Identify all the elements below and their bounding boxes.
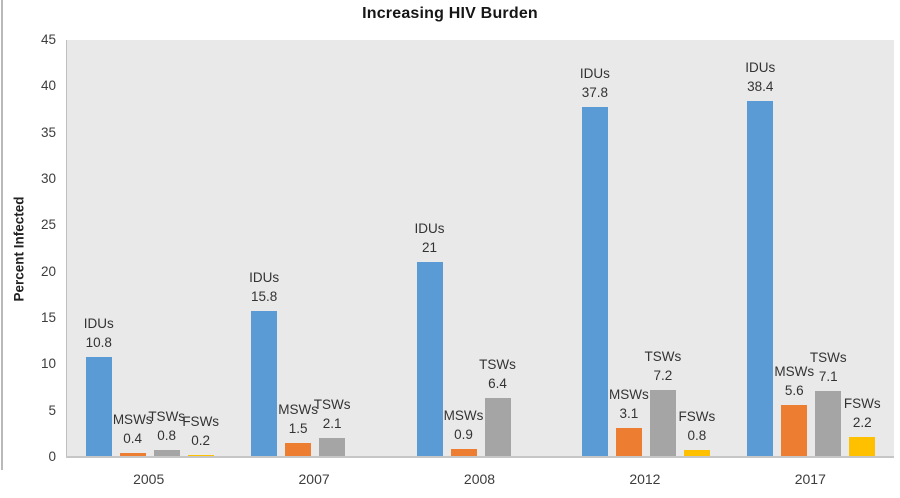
data-label-idus-2008: IDUs 21 bbox=[397, 219, 463, 257]
bar-msws-2012 bbox=[615, 428, 642, 457]
x-axis-line bbox=[66, 456, 894, 458]
data-label-series-name: IDUs bbox=[579, 65, 610, 81]
data-label-tsws-2005: TSWs 0.8 bbox=[134, 407, 200, 445]
y-axis-ticks: 0 5 10 15 20 25 30 35 40 45 bbox=[0, 33, 56, 464]
bar-idus-2017 bbox=[747, 101, 774, 457]
data-label-value: 1.5 bbox=[288, 421, 308, 437]
data-label-msws-2008: MSWs 0.9 bbox=[431, 406, 497, 444]
bar-msws-2005 bbox=[119, 453, 146, 457]
data-label-value: 6.4 bbox=[488, 375, 507, 391]
data-label-value: 7.1 bbox=[818, 369, 838, 385]
data-label-series-name: IDUs bbox=[745, 60, 776, 76]
x-axis-label: 2017 bbox=[794, 471, 826, 487]
data-label-tsws-2017: TSWs 7.1 bbox=[795, 348, 861, 386]
data-label-fsws-2012: FSWs 0.8 bbox=[664, 407, 730, 445]
data-label-msws-2017: MSWs 5.6 bbox=[761, 362, 827, 400]
data-label-value: 0.2 bbox=[191, 433, 211, 449]
data-label-value: 38.4 bbox=[747, 79, 774, 95]
data-label-value: 0.4 bbox=[123, 431, 143, 447]
y-tick-label: 0 bbox=[48, 449, 56, 464]
bar-tsws-2008 bbox=[484, 397, 511, 457]
data-label-idus-2005: IDUs 10.8 bbox=[66, 314, 132, 352]
x-axis-label: 2007 bbox=[298, 471, 330, 487]
bar-msws-2008 bbox=[450, 448, 477, 457]
y-tick-label: 10 bbox=[40, 356, 56, 372]
data-label-tsws-2007: TSWs 2.1 bbox=[299, 395, 365, 433]
data-label-idus-2007: IDUs 15.8 bbox=[231, 268, 297, 306]
data-label-series-name: MSWs bbox=[774, 364, 815, 380]
data-label-series-name: TSWs bbox=[479, 356, 516, 372]
bar-msws-2007 bbox=[285, 443, 312, 457]
data-label-value: 37.8 bbox=[581, 84, 609, 100]
data-label-fsws-2005: FSWs 0.2 bbox=[168, 412, 234, 450]
data-label-value: 2.1 bbox=[322, 415, 342, 431]
data-label-series-name: FSWs bbox=[182, 414, 220, 430]
bar-idus-2012 bbox=[581, 106, 608, 457]
data-label-series-name: MSWs bbox=[609, 387, 649, 403]
data-label-value: 7.2 bbox=[653, 368, 673, 384]
data-label-series-name: MSWs bbox=[443, 407, 484, 423]
y-tick-label: 30 bbox=[40, 171, 56, 186]
data-label-msws-2007: MSWs 1.5 bbox=[265, 400, 331, 438]
data-label-series-name: TSWs bbox=[313, 396, 351, 412]
y-tick-label: 15 bbox=[40, 310, 56, 325]
data-label-series-name: MSWs bbox=[112, 412, 153, 428]
data-label-series-name: IDUs bbox=[83, 315, 114, 331]
x-axis-label: 2008 bbox=[463, 471, 496, 487]
data-label-value: 10.8 bbox=[85, 334, 112, 350]
data-label-fsws-2017: FSWs 2.2 bbox=[829, 394, 895, 432]
data-label-series-name: FSWs bbox=[678, 408, 716, 424]
bar-idus-2007 bbox=[251, 310, 278, 457]
data-label-value: 2.2 bbox=[852, 414, 872, 430]
y-tick-label: 40 bbox=[40, 78, 56, 94]
data-label-value: 0.8 bbox=[687, 427, 707, 443]
y-tick-label: 45 bbox=[40, 32, 56, 47]
bar-idus-2008 bbox=[416, 262, 443, 457]
data-label-value: 15.8 bbox=[250, 288, 278, 304]
data-label-series-name: IDUs bbox=[414, 221, 445, 237]
data-label-series-name: MSWs bbox=[278, 402, 318, 418]
bar-idus-2005 bbox=[85, 356, 112, 457]
data-label-idus-2017: IDUs 38.4 bbox=[727, 58, 793, 96]
data-label-series-name: IDUs bbox=[249, 269, 280, 285]
data-label-value: 3.1 bbox=[619, 406, 639, 422]
y-tick-label: 35 bbox=[40, 124, 56, 140]
x-axis-labels: 2005 2007 2008 2012 2017 bbox=[66, 471, 893, 491]
bar-tsws-2005 bbox=[153, 449, 180, 457]
y-tick-label: 5 bbox=[48, 402, 56, 418]
data-label-value: 0.9 bbox=[454, 426, 473, 442]
data-label-tsws-2008: TSWs 6.4 bbox=[465, 355, 531, 393]
bar-msws-2017 bbox=[781, 405, 808, 457]
data-label-msws-2005: MSWs 0.4 bbox=[100, 410, 166, 448]
bar-tsws-2012 bbox=[649, 390, 676, 457]
data-label-idus-2012: IDUs 37.8 bbox=[562, 64, 628, 102]
data-label-value: 21 bbox=[421, 240, 438, 256]
data-label-value: 5.6 bbox=[784, 383, 804, 399]
data-label-series-name: TSWs bbox=[148, 408, 186, 424]
x-axis-label: 2012 bbox=[629, 471, 661, 487]
y-tick-label: 25 bbox=[40, 217, 56, 233]
data-label-series-name: FSWs bbox=[843, 395, 881, 411]
data-label-series-name: TSWs bbox=[809, 350, 847, 366]
data-label-msws-2012: MSWs 3.1 bbox=[596, 385, 662, 423]
bar-tsws-2017 bbox=[815, 391, 842, 457]
bar-tsws-2007 bbox=[319, 437, 346, 457]
plot-area: IDUs 10.8 MSWs 0.4 TSWs 0.8 FSWs 0.2 IDUs 15.8 MSW… bbox=[66, 40, 894, 457]
data-label-value: 0.8 bbox=[157, 427, 177, 443]
y-tick-label: 20 bbox=[40, 263, 56, 279]
data-label-tsws-2012: TSWs 7.2 bbox=[630, 347, 696, 385]
data-label-series-name: TSWs bbox=[644, 349, 682, 365]
x-axis-label: 2005 bbox=[133, 471, 165, 487]
bar-fsws-2017 bbox=[849, 436, 876, 457]
chart-title: Increasing HIV Burden bbox=[362, 5, 538, 22]
bar-fsws-2012 bbox=[683, 449, 710, 457]
screenshot-left-edge bbox=[1, 0, 3, 470]
